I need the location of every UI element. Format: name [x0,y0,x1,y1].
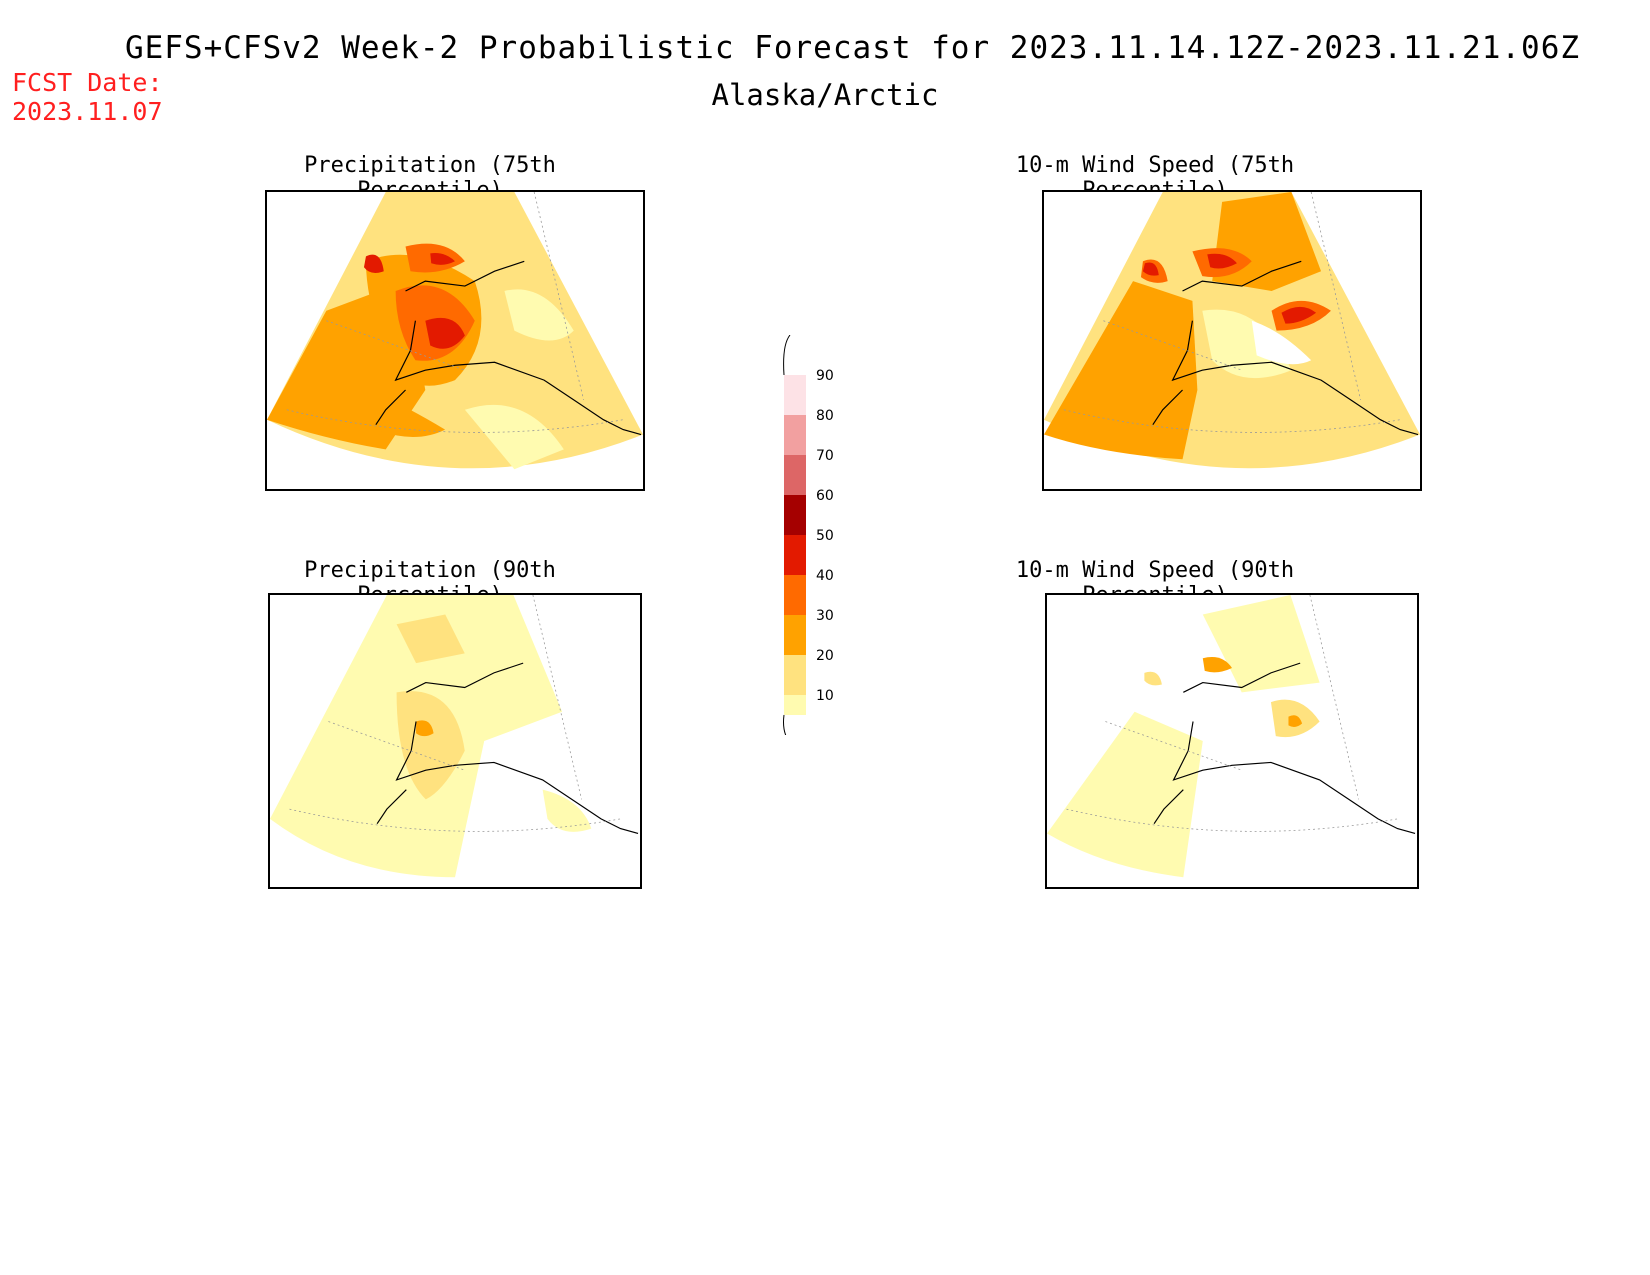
map-precip-90 [270,595,639,878]
map-wind-75 [1044,192,1420,469]
fcst-date-label: FCST Date: [12,68,163,97]
main-title: GEFS+CFSv2 Week-2 Probabilistic Forecast… [124,30,1581,66]
colorbar-bin-50-60 [784,535,806,575]
colorbar-bin-10-20 [784,695,806,715]
map-panel-precip-90 [268,593,642,889]
colorbar-bin-80-90 [784,415,806,455]
map-panel-wind-75 [1042,190,1422,491]
colorbar-bin-30-40 [784,615,806,655]
colorbar-label-70: 70 [816,448,834,464]
colorbar-label-40: 40 [816,568,834,584]
colorbar-bin-40-50 [784,575,806,615]
colorbar-label-90: 90 [816,368,834,384]
colorbar-label-50: 50 [816,528,834,544]
colorbar-bin-60-70 [784,495,806,535]
map-wind-90 [1047,595,1416,878]
forecast-date-block: FCST Date: 2023.11.07 [12,68,163,126]
colorbar-bin-70-80 [784,455,806,495]
colorbar-label-60: 60 [816,488,834,504]
colorbar-svg [783,334,806,741]
colorbar-label-30: 30 [816,608,834,624]
colorbar-label-20: 20 [816,648,834,664]
map-panel-precip-75 [265,190,645,491]
map-precip-75 [267,192,643,470]
map-panel-wind-90 [1045,593,1419,889]
colorbar: 90 80 70 60 50 40 30 20 10 [780,334,870,741]
colorbar-bin-90plus [784,375,806,415]
fcst-date-value: 2023.11.07 [12,97,163,126]
colorbar-label-80: 80 [816,408,834,424]
region-subtitle: Alaska/Arctic [711,78,939,112]
colorbar-label-10: 10 [816,688,834,704]
colorbar-bin-20-30 [784,655,806,695]
